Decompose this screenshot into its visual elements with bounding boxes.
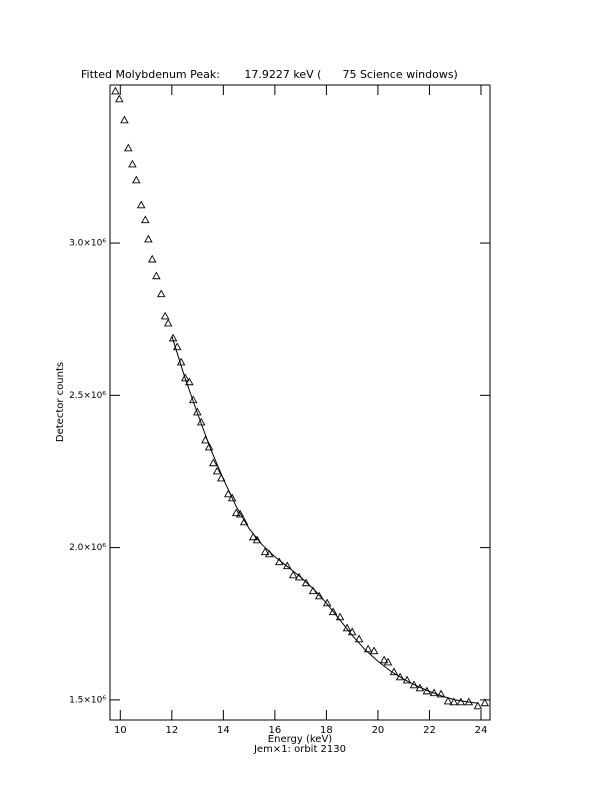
data-point: [188, 395, 198, 404]
data-point: [128, 159, 137, 168]
data-point: [193, 407, 202, 416]
data-point: [157, 289, 166, 298]
data-point: [212, 466, 222, 475]
x-tick-label: 18: [320, 725, 333, 736]
y-tick-label: 3.0×10⁶: [69, 239, 106, 249]
x-tick-label: 20: [372, 725, 385, 736]
y-axis-label: Detector counts: [55, 362, 66, 442]
data-point: [314, 591, 324, 600]
data-point: [196, 417, 206, 426]
data-point: [115, 94, 124, 103]
data-point: [147, 254, 157, 263]
y-tick-label: 2.0×10⁶: [69, 543, 106, 553]
data-point: [180, 373, 190, 382]
y-tick-label: 2.5×10⁶: [69, 391, 106, 401]
data-point: [395, 672, 405, 681]
y-tick-label: 1.5×10⁶: [69, 695, 106, 705]
data-point: [152, 271, 161, 280]
data-point: [301, 578, 311, 587]
data-point: [409, 680, 419, 689]
data-point: [328, 607, 338, 616]
data-point: [235, 509, 245, 518]
data-point: [379, 655, 389, 664]
data-point: [443, 696, 453, 705]
fit-line: [171, 335, 479, 704]
subtitle: Jem×1: orbit 2130: [253, 744, 346, 755]
x-tick-label: 24: [475, 725, 488, 736]
data-point: [124, 143, 133, 152]
data-point: [449, 697, 459, 706]
data-point: [473, 701, 483, 710]
x-tick-label: 14: [217, 725, 230, 736]
data-point: [369, 646, 379, 655]
chart-title: Fitted Molybdenum Peak: 17.9227 keV ( 75…: [81, 68, 458, 81]
x-tick-label: 22: [423, 725, 436, 736]
data-point: [111, 86, 120, 95]
data-point: [144, 234, 153, 243]
data-point: [342, 623, 352, 632]
data-point: [436, 689, 446, 698]
data-point: [231, 508, 241, 517]
data-point: [288, 570, 298, 579]
data-point: [456, 697, 466, 706]
data-point: [160, 311, 170, 320]
data-point: [120, 115, 129, 124]
data-point: [227, 493, 237, 502]
data-point: [141, 215, 150, 224]
data-point: [480, 698, 490, 707]
data-point: [136, 200, 146, 209]
data-point: [252, 535, 262, 544]
data-point: [383, 657, 393, 666]
x-tick-label: 10: [114, 725, 127, 736]
x-axis-label: Energy (keV): [268, 734, 333, 745]
data-point: [209, 458, 218, 467]
x-tick-label: 16: [269, 725, 282, 736]
data-point: [163, 318, 173, 327]
data-point: [354, 634, 364, 643]
data-point: [185, 377, 194, 386]
data-point: [260, 547, 270, 556]
x-tick-label: 12: [165, 725, 178, 736]
data-point: [239, 517, 249, 526]
plot-frame: [109, 84, 491, 721]
data-point: [204, 442, 214, 451]
data-point: [132, 175, 141, 184]
